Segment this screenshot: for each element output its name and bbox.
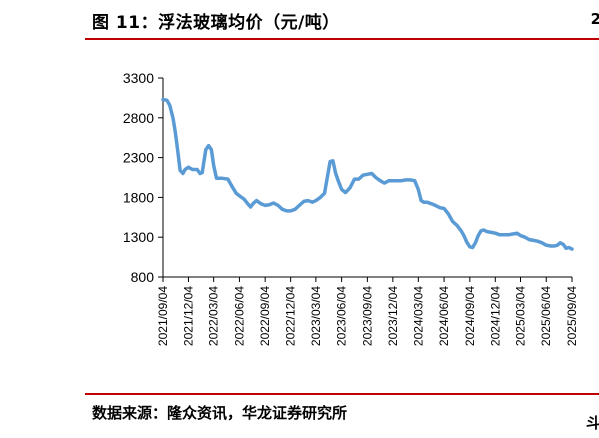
x-tick-label: 2022/06/04 xyxy=(232,286,246,346)
x-tick-label: 2021/12/04 xyxy=(181,286,195,346)
title-rule xyxy=(85,38,599,40)
x-tick-label: 2022/03/04 xyxy=(207,286,221,346)
y-tick-label: 2300 xyxy=(123,150,154,166)
x-tick-label: 2021/09/04 xyxy=(156,286,170,346)
x-tick-label: 2025/03/04 xyxy=(513,286,527,346)
x-tick-label: 2025/09/04 xyxy=(565,286,579,346)
x-tick-label: 2023/03/04 xyxy=(309,286,323,346)
x-tick-label: 2024/09/04 xyxy=(463,286,477,346)
x-tick-label: 2023/06/04 xyxy=(335,286,349,346)
x-tick-label: 2024/03/04 xyxy=(411,286,425,346)
y-tick-label: 3300 xyxy=(123,70,154,86)
y-tick-label: 2800 xyxy=(123,110,154,126)
x-axis: 2021/09/04 2021/12/04 2022/03/04 2022/06/04… xyxy=(156,276,579,346)
series-line xyxy=(161,97,574,251)
y-axis: 800 1300 1800 2300 2800 3300 xyxy=(123,70,164,285)
price-line-chart: 800 1300 1800 2300 2800 3300 2021/09/04 2021/1… xyxy=(123,70,579,346)
y-tick-label: 1300 xyxy=(123,229,154,245)
x-tick-label: 2023/12/04 xyxy=(386,286,400,346)
y-tick-label: 1800 xyxy=(123,189,154,205)
series-group xyxy=(161,97,574,251)
x-tick-label: 2024/12/04 xyxy=(488,286,502,346)
figure-title: 图 11：浮法玻璃均价（元/吨） xyxy=(92,13,340,33)
x-tick-label: 2024/06/04 xyxy=(437,286,451,346)
source-note: 数据来源：隆众资讯，华龙证券研究所 xyxy=(92,404,348,422)
x-tick-label: 2023/09/04 xyxy=(360,286,374,346)
edge-mark-bottom: 斗 xyxy=(585,414,599,432)
source-rule xyxy=(85,393,599,395)
y-tick-label: 800 xyxy=(131,269,155,285)
edge-mark-top: 2 xyxy=(590,10,599,28)
x-tick-label: 2025/06/04 xyxy=(539,286,553,346)
x-tick-label: 2022/09/04 xyxy=(258,286,272,346)
x-tick-label: 2022/12/04 xyxy=(284,286,298,346)
